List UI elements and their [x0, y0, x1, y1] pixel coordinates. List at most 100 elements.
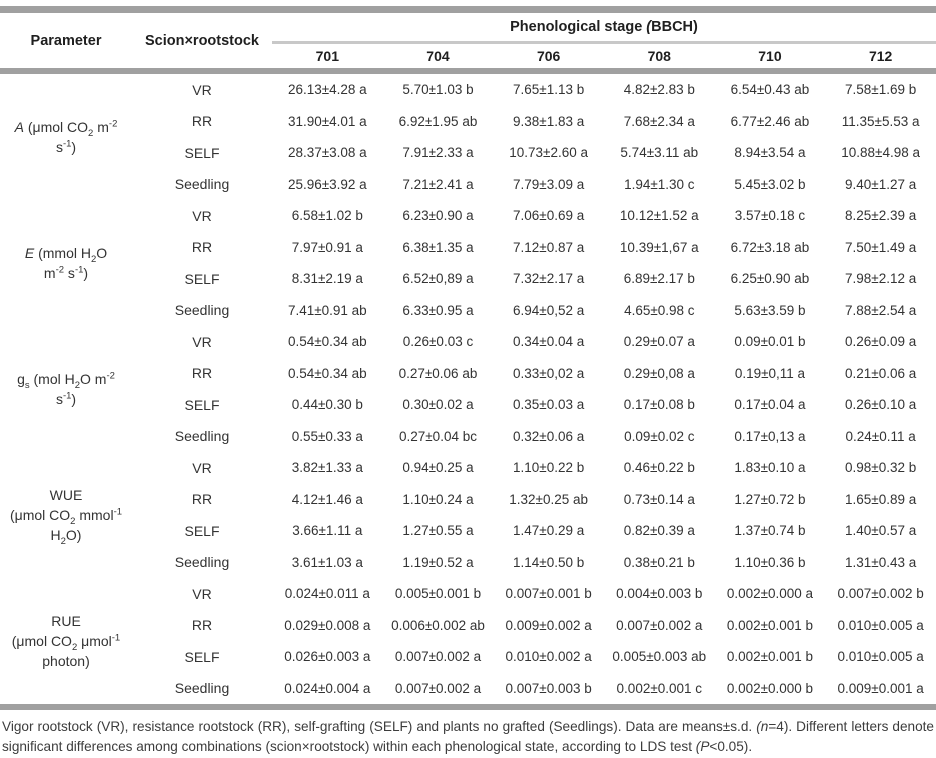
value-cell: 0.44±0.30 b — [291, 397, 363, 413]
value-cell: 0.29±0,08 a — [623, 365, 695, 381]
value-cell: 0.82±0.39 a — [623, 523, 695, 539]
value-cell: 1.10±0.24 a — [402, 491, 474, 507]
scion-rootstock-cell: RR — [191, 365, 213, 382]
table-row: Seedling 3.61±1.03 a 1.19±0.52 a 1.14±0.50 … — [0, 547, 936, 579]
value-cell: 10.73±2.60 a — [509, 145, 588, 161]
table-row: RR 31.90±4.01 a 6.92±1.95 ab 9.38±1.83 a 7.6… — [0, 106, 936, 138]
value-cell: 6.72±3.18 ab — [730, 239, 810, 255]
value-cell: 1.14±0.50 b — [513, 554, 585, 570]
table-row: Seedling 0.024±0.004 a 0.007±0.002 a 0.007±… — [0, 673, 936, 708]
value-cell: 1.37±0.74 b — [734, 523, 806, 539]
value-cell: 0.009±0.002 a — [505, 617, 592, 633]
value-cell: 0.024±0.004 a — [284, 680, 371, 696]
value-cell: 0.004±0.003 b — [616, 586, 703, 602]
table-row: Seedling 0.55±0.33 a 0.27±0.04 bc 0.32±0.06… — [0, 421, 936, 453]
value-cell: 0.09±0.02 c — [624, 428, 695, 444]
value-cell: 1.83±0.10 a — [734, 460, 806, 476]
value-cell: 0.005±0.001 b — [394, 586, 482, 602]
value-cell: 4.82±2.83 b — [623, 82, 695, 98]
value-cell: 0.21±0.06 a — [845, 365, 917, 381]
value-cell: 0.009±0.001 a — [837, 680, 924, 696]
scion-rootstock-cell: RR — [191, 239, 213, 256]
value-cell: 7.88±2.54 a — [845, 302, 917, 318]
table-row: RR 7.97±0.91 a 6.38±1.35 a 7.12±0.87 a 10.39… — [0, 232, 936, 264]
scion-rootstock-cell: SELF — [184, 648, 220, 665]
value-cell: 6.58±1.02 b — [291, 208, 363, 224]
table-header: Parameter Scion×rootstock Phenological s… — [0, 9, 936, 74]
value-cell: 28.37±3.08 a — [287, 145, 367, 161]
table-row: RR 0.029±0.008 a 0.006±0.002 ab 0.009±0.002… — [0, 610, 936, 642]
value-cell: 1.32±0.25 ab — [509, 491, 588, 507]
table-row: RUE (μmol CO2 μmol-1 photon) VR 0.024±0.011 … — [0, 578, 936, 669]
value-cell: 0.19±0,11 a — [734, 365, 806, 381]
value-cell: 1.65±0.89 a — [845, 491, 917, 507]
value-cell: 0.17±0.08 b — [623, 397, 695, 413]
value-cell: 0.002±0.001 c — [616, 680, 703, 696]
value-cell: 7.58±1.69 b — [845, 82, 917, 98]
scion-rootstock-cell: VR — [192, 459, 212, 476]
value-cell: 6.89±2.17 b — [623, 271, 695, 287]
value-cell: 0.029±0.008 a — [284, 617, 371, 633]
value-cell: 5.74±3.11 ab — [620, 145, 699, 161]
scion-rootstock-cell: SELF — [184, 144, 220, 161]
value-cell: 1.27±0.55 a — [402, 523, 474, 539]
header-row-stages: 701 704 706 708 710 712 — [0, 42, 936, 74]
value-cell: 6.52±0,89 a — [402, 271, 474, 287]
column-header-scion-rootstock: Scion×rootstock — [132, 9, 272, 74]
value-cell: 0.27±0.04 bc — [399, 428, 477, 444]
value-cell: 7.65±1.13 b — [513, 82, 585, 98]
scion-rootstock-cell: Seedling — [174, 302, 230, 319]
value-cell: 0.007±0.002 a — [394, 680, 482, 696]
table-row: RR 4.12±1.46 a 1.10±0.24 a 1.32±0.25 ab 0.73… — [0, 484, 936, 516]
scion-rootstock-cell: RR — [191, 491, 213, 508]
value-cell: 6.54±0.43 ab — [730, 82, 810, 98]
value-cell: 0.29±0.07 a — [623, 334, 695, 350]
value-cell: 7.91±2.33 a — [402, 145, 474, 161]
value-cell: 3.66±1.11 a — [292, 523, 363, 539]
table-row: SELF 0.026±0.003 a 0.007±0.002 a 0.010±0.00… — [0, 641, 936, 673]
scion-rootstock-cell: Seedling — [174, 176, 230, 193]
scion-rootstock-cell: VR — [192, 333, 212, 350]
value-cell: 0.002±0.000 a — [726, 586, 814, 602]
value-cell: 0.55±0.33 a — [291, 428, 363, 444]
scion-rootstock-cell: SELF — [184, 522, 220, 539]
value-cell: 7.97±0.91 a — [291, 239, 363, 255]
value-cell: 0.010±0.002 a — [505, 649, 592, 665]
value-cell: 0.27±0.06 ab — [398, 365, 478, 381]
value-cell: 10.39±1,67 a — [619, 239, 699, 255]
column-header-stage-710: 710 — [714, 42, 826, 74]
value-cell: 1.94±1.30 c — [624, 176, 695, 192]
value-cell: 7.12±0.87 a — [513, 239, 585, 255]
value-cell: 7.06±0.69 a — [513, 208, 585, 224]
value-cell: 0.002±0.001 b — [726, 649, 814, 665]
value-cell: 0.007±0.002 a — [394, 649, 482, 665]
value-cell: 26.13±4.28 a — [287, 82, 367, 98]
value-cell: 1.10±0.22 b — [513, 460, 585, 476]
value-cell: 0.26±0.03 c — [402, 334, 474, 350]
value-cell: 0.007±0.002 a — [616, 617, 703, 633]
scion-rootstock-cell: Seedling — [174, 680, 230, 697]
column-header-stage-704: 704 — [382, 42, 494, 74]
table-row: SELF 3.66±1.11 a 1.27±0.55 a 1.47±0.29 a 0.8… — [0, 515, 936, 547]
parameter-cell: WUE (μmol CO2 mmol-1 H2O) — [9, 486, 123, 547]
header-row-top: Parameter Scion×rootstock Phenological s… — [0, 9, 936, 74]
value-cell: 0.35±0.03 a — [513, 397, 585, 413]
scion-rootstock-cell: VR — [192, 585, 212, 602]
scion-rootstock-cell: SELF — [184, 270, 220, 287]
value-cell: 1.10±0.36 b — [734, 554, 806, 570]
column-header-parameter: Parameter — [0, 9, 132, 74]
value-cell: 7.68±2.34 a — [623, 113, 695, 129]
column-header-stage-708: 708 — [603, 42, 715, 74]
value-cell: 0.24±0.11 a — [845, 428, 916, 444]
value-cell: 10.12±1.52 a — [619, 208, 699, 224]
table-row: SELF 8.31±2.19 a 6.52±0,89 a 7.32±2.17 a 6.8… — [0, 263, 936, 295]
value-cell: 6.38±1.35 a — [402, 239, 474, 255]
value-cell: 0.024±0.011 a — [284, 586, 370, 602]
value-cell: 0.006±0.002 ab — [391, 617, 485, 633]
value-cell: 0.94±0.25 a — [402, 460, 474, 476]
parameter-cell: E (mmol H2O m-2 s-1) — [24, 244, 108, 281]
value-cell: 5.45±3.02 b — [734, 176, 806, 192]
gas-exchange-table: Parameter Scion×rootstock Phenological s… — [0, 6, 936, 710]
value-cell: 0.09±0.01 b — [734, 334, 806, 350]
value-cell: 7.21±2.41 a — [402, 176, 474, 192]
